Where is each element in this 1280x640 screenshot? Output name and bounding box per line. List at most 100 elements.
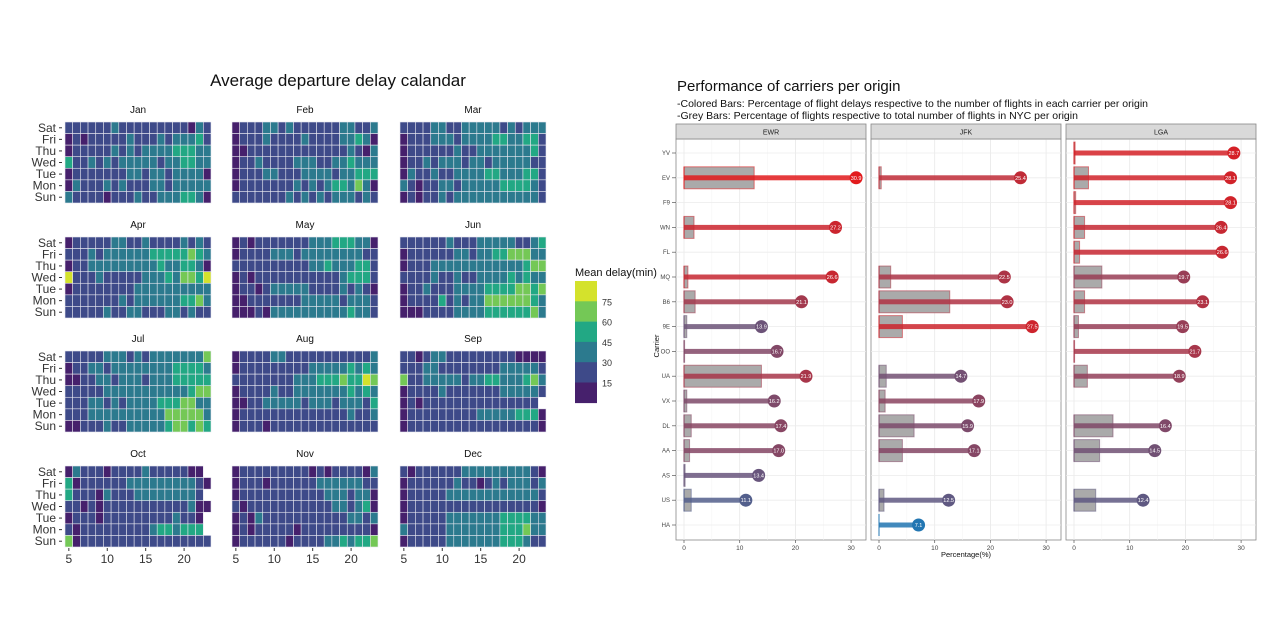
heat-cell	[415, 477, 424, 490]
delay-value-label: 19.5	[1177, 325, 1188, 331]
carrier-label: OO	[661, 349, 671, 355]
delay-value-label: 12.4	[1138, 498, 1149, 504]
heat-cell	[461, 385, 470, 398]
carrier-label: B6	[663, 300, 671, 306]
delay-point	[1176, 320, 1190, 334]
heat-cell	[522, 191, 531, 204]
heat-cell	[530, 465, 539, 478]
facet-label: EWR	[763, 130, 779, 137]
heat-cell	[499, 248, 508, 261]
heat-cell	[247, 385, 256, 398]
heat-cell	[187, 306, 196, 319]
heat-cell	[126, 523, 135, 536]
heat-cell	[103, 420, 112, 433]
heat-cell	[254, 236, 264, 249]
heat-cell	[339, 373, 348, 387]
heat-cell	[300, 465, 310, 478]
heat-cell	[277, 156, 287, 169]
heat-cell	[339, 396, 348, 410]
heat-cell	[331, 156, 340, 169]
heat-cell	[103, 236, 112, 249]
heat-cell	[156, 420, 166, 433]
heat-cell	[484, 362, 493, 375]
heat-cell	[254, 133, 264, 146]
heat-cell	[277, 271, 287, 284]
heat-cell	[323, 465, 333, 478]
heat-cell	[491, 167, 501, 181]
delay-value-label: 16.2	[769, 399, 780, 405]
heat-cell	[239, 179, 248, 192]
heat-cell	[80, 144, 89, 158]
heat-cell	[461, 133, 470, 146]
heat-cell	[507, 523, 516, 536]
heat-cell	[399, 396, 408, 410]
heat-cell	[346, 511, 356, 525]
heat-cell	[300, 362, 310, 375]
heat-cell	[323, 156, 333, 169]
delay-bar	[684, 398, 775, 404]
heat-cell	[461, 350, 470, 363]
heat-cell	[300, 523, 310, 536]
delay-point	[1224, 196, 1238, 210]
heat-cell	[80, 271, 89, 284]
heat-cell	[438, 535, 447, 548]
heat-cell	[64, 477, 73, 490]
heat-cell	[514, 350, 524, 363]
heat-cell	[300, 236, 310, 249]
heat-cell	[530, 191, 539, 204]
heat-cell	[308, 511, 317, 525]
heat-cell	[141, 535, 150, 548]
heat-cell	[484, 191, 493, 204]
delay-point	[972, 394, 986, 408]
heat-cell	[80, 179, 89, 192]
heat-cell	[277, 362, 287, 375]
heat-cell	[293, 133, 302, 146]
heat-cell	[64, 420, 73, 433]
heat-cell	[141, 511, 150, 525]
heat-cell	[262, 385, 271, 398]
heat-cell	[407, 248, 416, 261]
heat-cell	[64, 385, 73, 398]
heat-cell	[262, 420, 271, 433]
delay-value-label: 16.7	[772, 349, 783, 355]
heat-cell	[118, 477, 127, 490]
heat-cell	[476, 511, 485, 525]
heat-cell	[308, 385, 317, 398]
heat-cell	[118, 396, 127, 410]
heat-cell	[362, 167, 371, 181]
heat-cell	[293, 156, 302, 169]
heat-cell	[87, 191, 97, 204]
heat-cell	[308, 523, 317, 536]
heat-cell	[484, 477, 493, 490]
heat-cell	[507, 179, 516, 192]
heat-cell	[64, 236, 73, 249]
heat-cell	[438, 271, 447, 284]
heat-cell	[103, 133, 112, 146]
heat-cell	[530, 156, 539, 169]
heat-cell	[231, 420, 240, 433]
heat-cell	[118, 385, 127, 398]
delay-bar	[684, 274, 833, 280]
heat-cell	[187, 121, 196, 134]
heat-cell	[149, 306, 158, 319]
heat-cell	[422, 408, 432, 421]
heat-cell	[231, 156, 240, 169]
heat-cell	[362, 191, 371, 204]
heat-cell	[468, 350, 478, 363]
heat-cell	[507, 282, 516, 296]
heat-cell	[118, 156, 127, 169]
heat-cell	[316, 191, 325, 204]
heat-cell	[370, 396, 379, 410]
heat-cell	[430, 191, 439, 204]
heat-cell	[331, 362, 340, 375]
heat-cell	[522, 133, 531, 146]
heat-cell	[164, 133, 173, 146]
heat-cell	[285, 306, 294, 319]
heat-cell	[72, 236, 81, 249]
heat-cell	[422, 144, 432, 158]
heat-cell	[346, 385, 356, 398]
heat-cell	[354, 373, 363, 387]
heat-cell	[323, 362, 333, 375]
heat-cell	[514, 362, 524, 375]
heat-cell	[179, 420, 189, 433]
